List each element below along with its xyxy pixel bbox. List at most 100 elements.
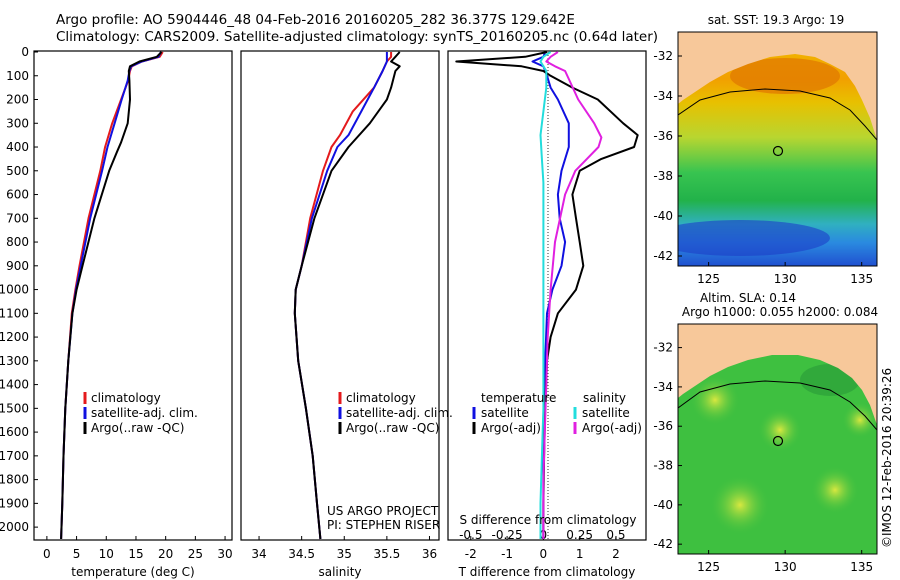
legend-label-s-argo: Argo(-adj) (582, 421, 642, 435)
sst-map (678, 32, 877, 266)
x-tick-top-label: 0.5 (606, 528, 625, 542)
lat-tick-label: -36 (653, 129, 673, 143)
legend-label-satellite: satellite-adj. clim. (91, 406, 198, 420)
lat-tick-label: -32 (653, 49, 673, 63)
legend-label-argo: Argo(..raw -QC) (91, 421, 184, 435)
depth-tick-label: 0 (21, 45, 29, 59)
x-tick-label: 0 (43, 547, 51, 561)
temp-legend: climatology satellite-adj. clim. Argo(..… (83, 391, 198, 435)
depth-tick-label: 1700 (0, 449, 29, 463)
sla-map (678, 324, 877, 554)
lon-tick-label: 135 (850, 560, 873, 574)
legend-label-climatology: climatology (346, 391, 416, 405)
depth-tick-label: 300 (6, 116, 29, 130)
lat-tick-label: -36 (653, 419, 673, 433)
legend-label-s-satellite: satellite (582, 406, 630, 420)
sal-x-axis: 34 34.5 35 35.5 36 (251, 536, 437, 561)
x-tick-label: 25 (188, 547, 203, 561)
x-tick-top-label: -0.25 (492, 528, 523, 542)
x-tick-label: 35.5 (374, 547, 401, 561)
lat-tick-label: -38 (653, 169, 673, 183)
temp-x-axis: 0 5 10 15 20 25 30 (43, 536, 233, 561)
depth-tick-label: 1800 (0, 473, 29, 487)
x-tick-label: 5 (73, 547, 81, 561)
diff-xlabel: T difference from climatology (458, 565, 636, 579)
x-tick-label: -1 (501, 547, 513, 561)
lat-tick-label: -34 (653, 380, 673, 394)
x-tick-label: 36 (422, 547, 437, 561)
profile-location-marker (772, 145, 784, 157)
legend-label-climatology: climatology (91, 391, 161, 405)
depth-tick-label: 1400 (0, 378, 29, 392)
depth-tick-label: 900 (6, 259, 29, 273)
sla-anomaly (690, 375, 740, 425)
sla-contour (678, 380, 877, 431)
depth-tick-label: 400 (6, 140, 29, 154)
x-tick-top-label: 0.25 (566, 528, 593, 542)
lat-tick-label: -40 (653, 498, 673, 512)
sal-line-climatology (293, 52, 393, 540)
sla-map-title: Altim. SLA: 0.14 (700, 291, 796, 305)
legend-label-t-argo: Argo(-adj) (481, 421, 541, 435)
x-tick-label: 10 (99, 547, 114, 561)
diff-xlabel-top: S difference from climatology (460, 513, 637, 527)
depth-tick-label: 1600 (0, 425, 29, 439)
sla-anomaly (710, 475, 770, 535)
lat-tick-label: -32 (653, 341, 673, 355)
diff-panel-frame (447, 50, 647, 541)
temp-xlabel: temperature (deg C) (71, 565, 194, 579)
temp-line-argo-raw-qc- (60, 51, 163, 540)
sst-map-axes: -32 -34 -36 -38 -40 -42 125 130 135 (653, 49, 873, 286)
depth-tick-label: 800 (6, 235, 29, 249)
depth-tick-label: 700 (6, 211, 29, 225)
legend-label-satellite: satellite-adj. clim. (346, 406, 453, 420)
lon-tick-label: 130 (774, 560, 797, 574)
legend-label-argo: Argo(..raw -QC) (346, 421, 439, 435)
sla-anomaly (811, 466, 859, 514)
depth-tick-label: 1500 (0, 401, 29, 415)
sal-xlabel: salinity (318, 565, 361, 579)
sla-map-subtitle: Argo h1000: 0.055 h2000: 0.084 (682, 305, 878, 319)
diff-line-salinity-satellite (539, 51, 552, 539)
x-tick-label: 34.5 (288, 547, 315, 561)
depth-tick-label: 500 (6, 164, 29, 178)
depth-tick-label: 2000 (0, 520, 29, 534)
depth-tick-label: 1300 (0, 354, 29, 368)
depth-tick-label: 1000 (0, 283, 29, 297)
credit-project: US ARGO PROJECT (327, 504, 439, 518)
sla-anomaly (758, 408, 802, 452)
x-tick-label: 34 (251, 547, 266, 561)
x-tick-label: 0 (540, 547, 548, 561)
legend-label-t-satellite: satellite (481, 406, 529, 420)
diff-line-temperature-argo-adj- (455, 51, 639, 539)
land-mass (678, 32, 877, 140)
sla-anomaly (842, 402, 877, 438)
depth-tick-label: 1900 (0, 496, 29, 510)
sst-map-frame (677, 31, 878, 267)
profile-location-marker (772, 435, 784, 447)
diff-x-axis: -2 -1 0 1 2 (465, 536, 620, 561)
diff-series (455, 51, 639, 539)
sal-panel-frame (240, 50, 440, 541)
x-tick-label: 1 (576, 547, 584, 561)
sal-line-argo-raw-qc- (293, 51, 401, 540)
legend-title-temperature: temperature (481, 391, 556, 405)
sst-cool-band (678, 220, 830, 256)
x-tick-label: 2 (612, 547, 620, 561)
depth-axis: 0 100 200 300 400 500 600 700 800 900 1000 1100 1200… (0, 45, 38, 534)
sst-contour (678, 88, 877, 141)
lat-tick-label: -42 (653, 249, 673, 263)
lon-tick-label: 135 (850, 272, 873, 286)
temp-series (60, 51, 164, 540)
header-line2: Climatology: CARS2009. Satellite-adjuste… (56, 29, 658, 45)
x-tick-label: 20 (158, 547, 173, 561)
x-tick-top-label: -0.5 (459, 528, 482, 542)
legend-title-salinity: salinity (583, 391, 626, 405)
x-tick-label: 30 (217, 547, 232, 561)
header-line1: Argo profile: AO 5904446_48 04-Feb-2016 … (56, 12, 575, 28)
depth-tick-label: 1200 (0, 330, 29, 344)
lon-tick-label: 125 (697, 272, 720, 286)
depth-tick-label: 600 (6, 188, 29, 202)
land-mass (678, 324, 877, 425)
